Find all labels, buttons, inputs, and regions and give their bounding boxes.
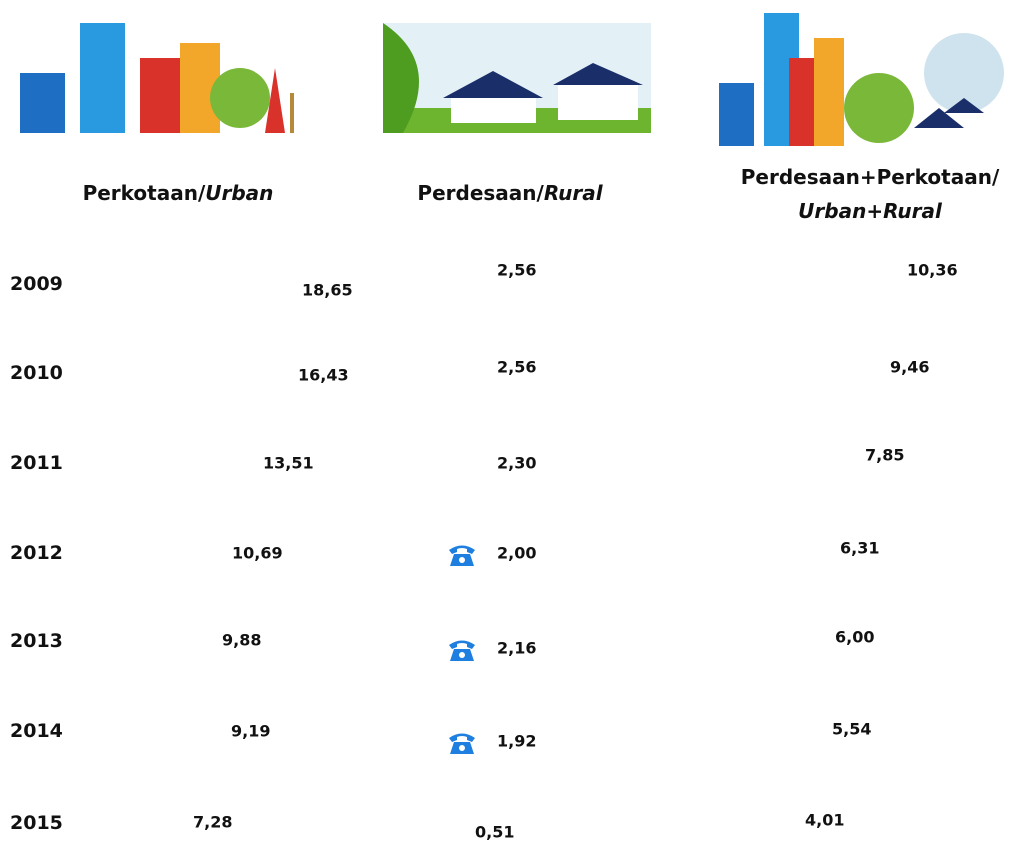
header-title-italic: Urban+Rural [798,199,942,223]
year-label: 2011 [10,452,63,474]
year-label: 2013 [10,630,63,652]
value: 13,51 [263,453,314,473]
value: 2,30 [497,453,537,473]
value: 2,56 [497,260,537,280]
column-header: Perkotaan/Urban [83,176,274,210]
phone-icon [449,733,475,754]
value: 2,56 [497,357,537,377]
value: 5,54 [832,719,872,739]
value: 4,01 [805,810,845,830]
value: 9,19 [231,721,271,741]
value: 16,43 [298,365,349,385]
year-label: 2009 [10,273,63,295]
value: 6,00 [835,627,875,647]
urban-illustration [20,23,294,133]
header-title: Perdesaan/ [417,181,544,205]
value: 10,69 [232,543,283,563]
phone-icon [449,545,475,566]
value: 18,65 [302,280,353,300]
value: 1,92 [497,731,537,751]
value: 2,16 [497,638,537,658]
value: 7,28 [193,812,233,832]
header-title: Perkotaan/ [82,181,206,205]
value: 9,46 [890,357,930,377]
year-label: 2015 [10,812,63,834]
urban-rural-illustration [719,13,1004,146]
column-header: Perdesaan/Rural [417,176,602,210]
value: 2,00 [497,543,537,563]
value: 7,85 [865,445,905,465]
value: 10,36 [907,260,958,280]
phone-icon [449,640,475,661]
column-header: Perdesaan+Perkotaan/Urban+Rural [741,160,1000,228]
header-title: Perdesaan+Perkotaan/ [740,165,1000,189]
year-label: 2014 [10,720,63,742]
value: 0,51 [475,822,515,842]
year-label: 2010 [10,362,63,384]
value: 6,31 [840,538,880,558]
header-title-italic: Urban [205,181,274,205]
value: 9,88 [222,630,262,650]
header-title-italic: Rural [543,181,603,205]
year-label: 2012 [10,542,63,564]
rural-illustration [383,23,651,133]
